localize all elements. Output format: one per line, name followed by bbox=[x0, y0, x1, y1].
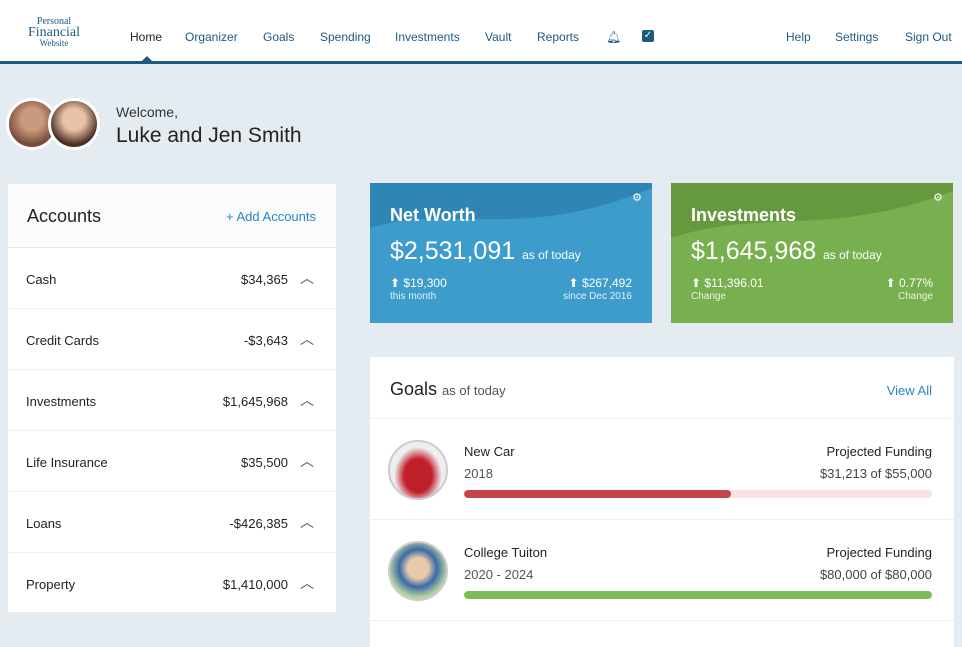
investments-card[interactable]: ⚙ Investments $1,645,968 as of today ⬆ $… bbox=[671, 183, 953, 323]
nav-spending[interactable]: Spending bbox=[320, 30, 371, 44]
nav-organizer[interactable]: Organizer bbox=[185, 30, 238, 44]
settings-icon[interactable]: ⚙ bbox=[632, 192, 642, 204]
wave-decoration bbox=[370, 183, 652, 228]
account-label: Investments bbox=[26, 394, 97, 409]
goal-progress-bar bbox=[464, 490, 932, 498]
stat-since: ⬆ $267,492 since Dec 2016 bbox=[563, 276, 632, 303]
active-indicator bbox=[140, 56, 154, 63]
account-value: $1,645,968 bbox=[222, 394, 288, 409]
account-row[interactable]: Property $1,410,000 ︿ bbox=[8, 553, 336, 614]
accounts-panel: Accounts + Add Accounts Cash $34,365 ︿ C… bbox=[8, 184, 336, 614]
goal-progress-fill bbox=[464, 591, 932, 599]
nav-home[interactable]: Home bbox=[130, 30, 163, 44]
checkbox-icon[interactable]: ✓ bbox=[642, 30, 654, 42]
top-nav: Personal Financial Website Home Organize… bbox=[0, 0, 962, 64]
account-value: $34,365 bbox=[241, 272, 288, 287]
goals-panel: Goals as of today View All New Car 2018 … bbox=[370, 357, 954, 647]
add-accounts-button[interactable]: + Add Accounts bbox=[226, 209, 316, 224]
chevron-up-icon[interactable]: ︿ bbox=[300, 575, 314, 591]
goal-image bbox=[388, 541, 448, 601]
nav-investments[interactable]: Investments bbox=[395, 30, 460, 44]
account-value: $35,500 bbox=[241, 455, 288, 470]
goal-row[interactable]: New Car 2018 Projected Funding $31,213 o… bbox=[370, 419, 954, 520]
projected-label: Projected Funding bbox=[826, 545, 932, 560]
nav-help[interactable]: Help bbox=[786, 30, 811, 44]
chevron-up-icon[interactable]: ︿ bbox=[300, 392, 314, 408]
account-row[interactable]: Investments $1,645,968 ︿ bbox=[8, 370, 336, 431]
card-title: Net Worth bbox=[390, 205, 476, 225]
projected-label: Projected Funding bbox=[826, 444, 932, 459]
account-label: Credit Cards bbox=[26, 333, 99, 348]
accounts-title: Accounts bbox=[27, 206, 102, 226]
goal-date: 2020 - 2024 bbox=[464, 567, 534, 582]
goal-image bbox=[388, 440, 448, 500]
chevron-up-icon[interactable]: ︿ bbox=[300, 453, 314, 469]
goals-title: Goals as of today bbox=[390, 379, 506, 399]
arrow-up-icon: ⬆ bbox=[691, 276, 702, 290]
chevron-up-icon[interactable]: ︿ bbox=[300, 514, 314, 530]
account-value: $1,410,000 bbox=[222, 577, 288, 592]
account-label: Cash bbox=[26, 272, 57, 287]
chevron-up-icon[interactable]: ︿ bbox=[300, 270, 314, 286]
account-label: Property bbox=[26, 577, 76, 592]
nav-sign-out[interactable]: Sign Out bbox=[905, 30, 952, 44]
projected-value: $80,000 of $80,000 bbox=[819, 567, 932, 582]
arrow-up-icon: ⬆ bbox=[390, 276, 401, 290]
account-row[interactable]: Loans -$426,385 ︿ bbox=[8, 492, 336, 553]
logo-line: Personal bbox=[36, 16, 72, 27]
goal-row[interactable]: College Tuiton 2020 - 2024 Projected Fun… bbox=[370, 520, 954, 621]
nav-vault[interactable]: Vault bbox=[485, 30, 512, 44]
logo-line: Website bbox=[39, 38, 69, 48]
view-all-link[interactable]: View All bbox=[886, 383, 932, 398]
stat-month: ⬆ $19,300 this month bbox=[390, 276, 447, 303]
avatar-jen bbox=[48, 98, 100, 150]
goal-name: College Tuiton bbox=[464, 545, 548, 560]
goal-name: New Car bbox=[464, 444, 515, 459]
logo[interactable]: Personal Financial Website bbox=[18, 16, 90, 49]
bell-icon[interactable]: 🔔︎ bbox=[606, 30, 622, 44]
settings-icon[interactable]: ⚙ bbox=[933, 192, 943, 204]
account-row[interactable]: Cash $34,365 ︿ bbox=[8, 248, 336, 309]
account-label: Life Insurance bbox=[26, 455, 108, 470]
account-label: Loans bbox=[26, 516, 62, 531]
projected-value: $31,213 of $55,000 bbox=[819, 466, 932, 481]
goal-progress-bar bbox=[464, 591, 932, 599]
logo-line: Financial bbox=[27, 25, 81, 40]
nav-goals[interactable]: Goals bbox=[263, 30, 295, 44]
welcome-text: Welcome, bbox=[116, 104, 178, 120]
goal-date: 2018 bbox=[464, 466, 493, 481]
goal-progress-fill bbox=[464, 490, 731, 498]
arrow-up-icon: ⬆ bbox=[885, 276, 896, 290]
arrow-up-icon: ⬆ bbox=[568, 276, 579, 290]
nav-settings[interactable]: Settings bbox=[835, 30, 879, 44]
nav-reports[interactable]: Reports bbox=[537, 30, 580, 44]
card-value: $2,531,091 as of today bbox=[390, 237, 581, 265]
card-value: $1,645,968 as of today bbox=[691, 237, 882, 265]
account-row[interactable]: Life Insurance $35,500 ︿ bbox=[8, 431, 336, 492]
stat-change-pct: ⬆ 0.77% Change bbox=[885, 276, 933, 303]
user-name: Luke and Jen Smith bbox=[116, 124, 302, 147]
account-value: -$3,643 bbox=[243, 333, 288, 348]
chevron-up-icon[interactable]: ︿ bbox=[300, 331, 314, 347]
net-worth-card[interactable]: ⚙ Net Worth $2,531,091 as of today ⬆ $19… bbox=[370, 183, 652, 323]
wave-decoration bbox=[671, 183, 953, 238]
stat-change: ⬆ $11,396.01 Change bbox=[691, 276, 764, 303]
account-value: -$426,385 bbox=[229, 516, 288, 531]
account-row[interactable]: Credit Cards -$3,643 ︿ bbox=[8, 309, 336, 370]
card-title: Investments bbox=[691, 205, 797, 225]
